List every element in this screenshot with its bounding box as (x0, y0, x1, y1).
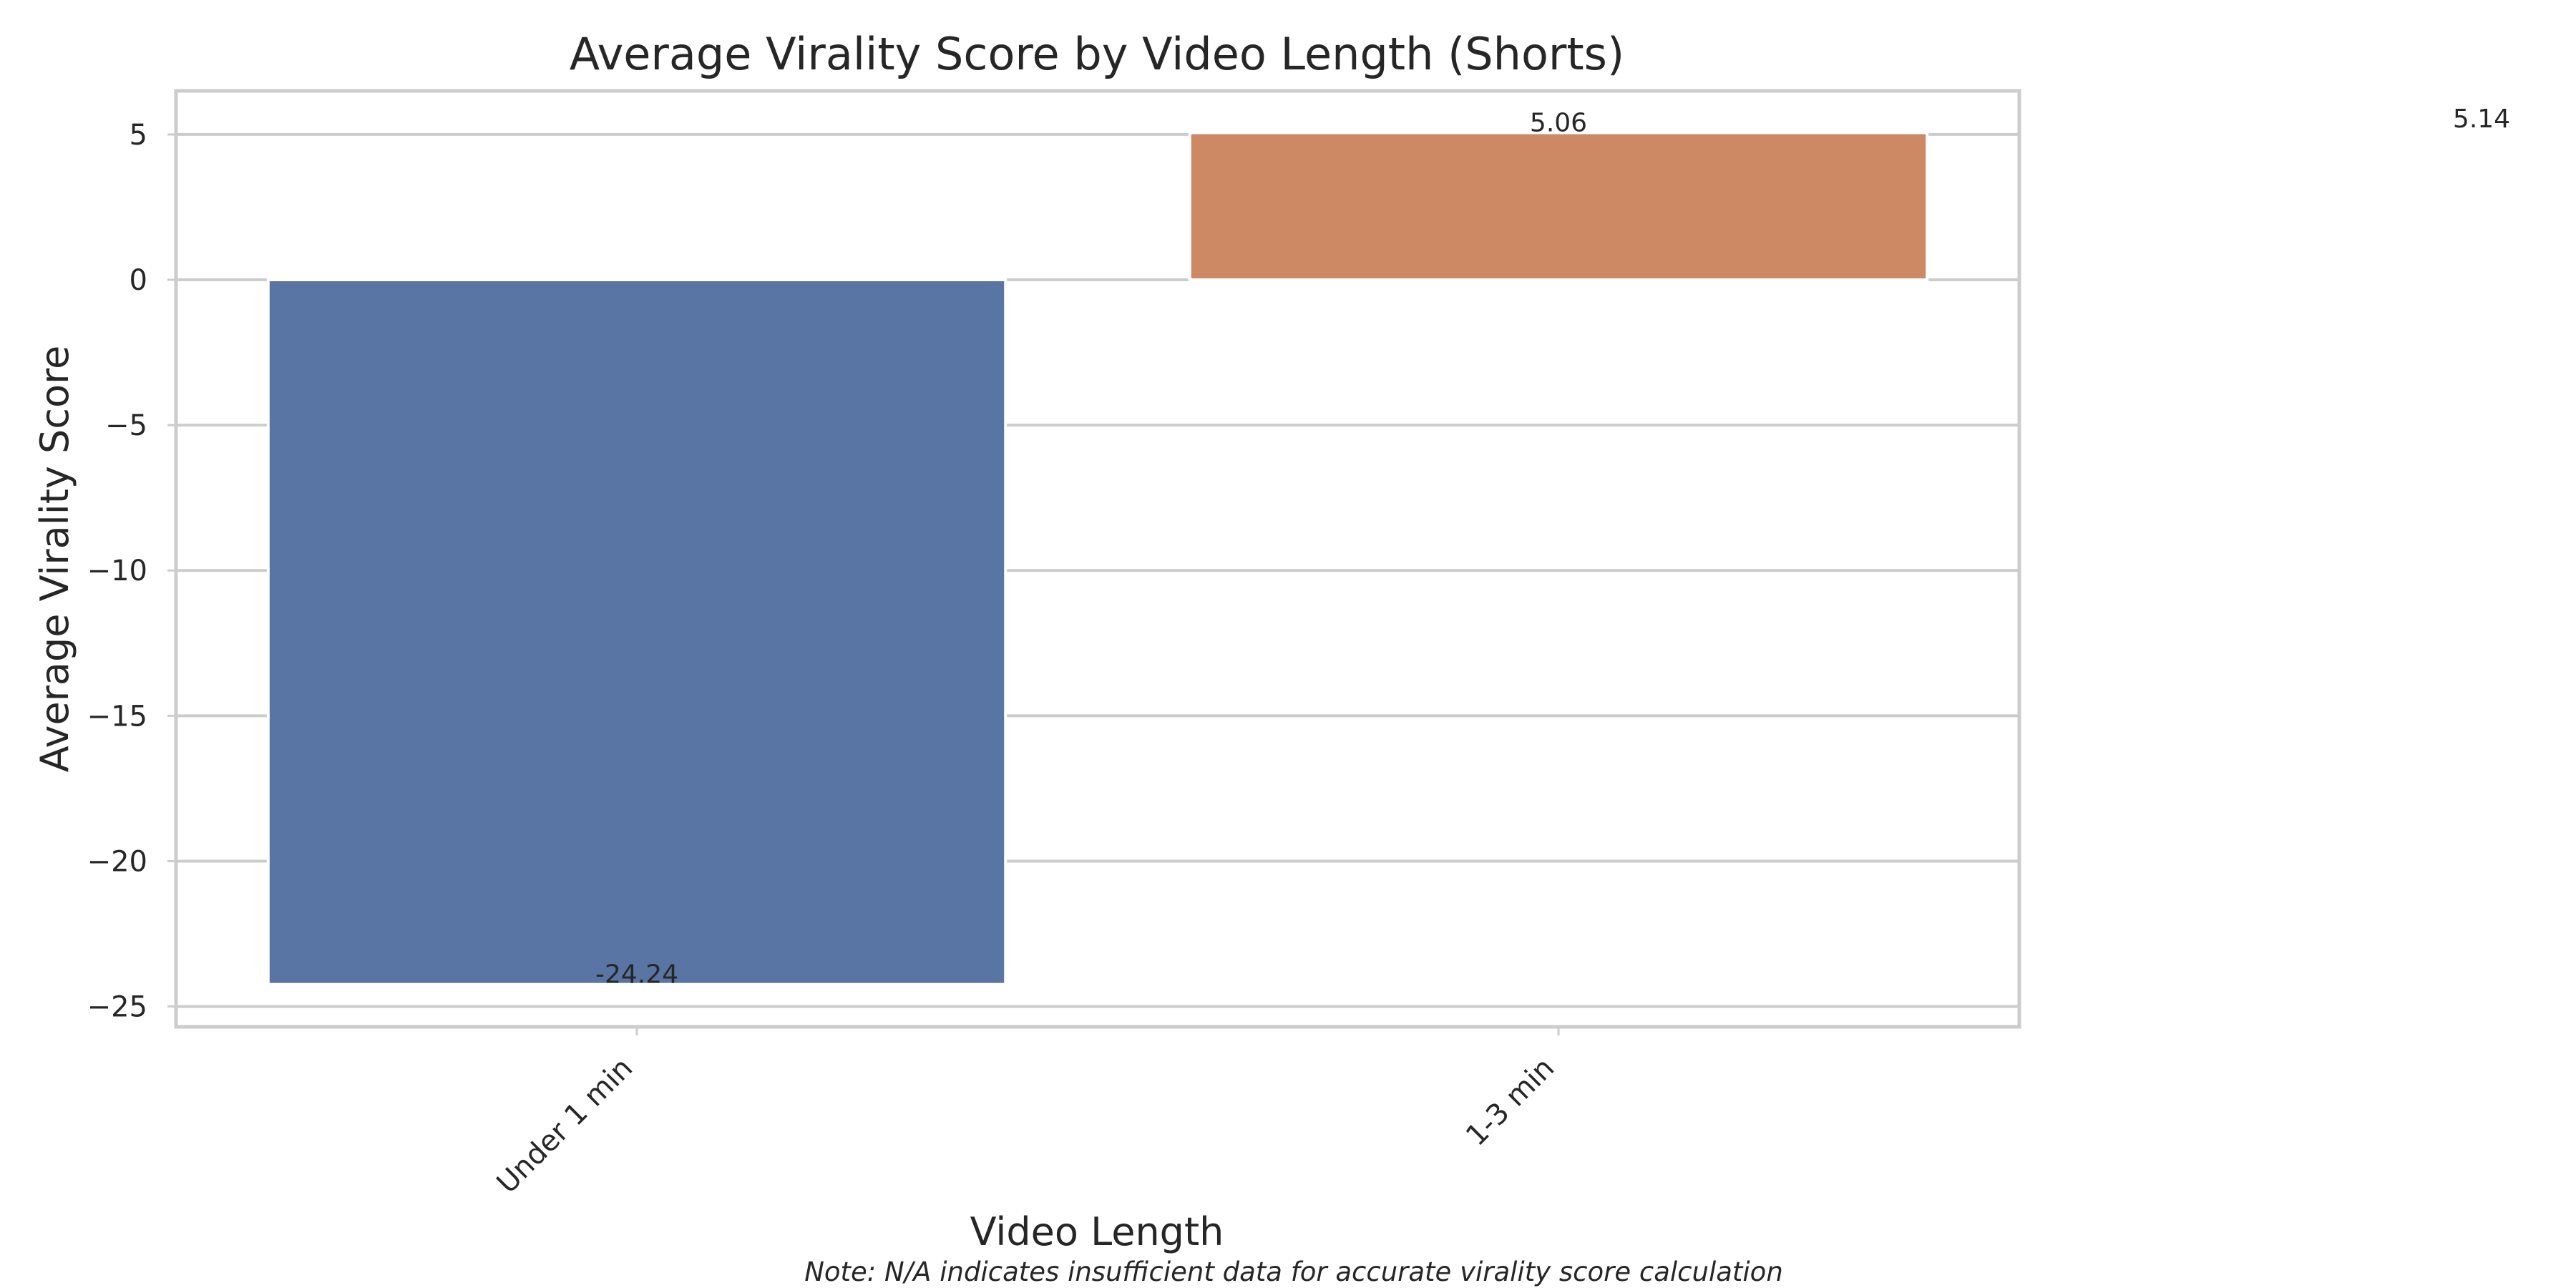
y-axis-label: Average Virality Score (32, 346, 77, 773)
data-labels: -24.24 5.06 (595, 108, 1587, 989)
data-label: -24.24 (595, 960, 678, 990)
data-label: 5.06 (1530, 108, 1587, 137)
chart-title: Average Virality Score by Video Length (… (570, 28, 1624, 80)
y-tick-label: −25 (87, 991, 147, 1024)
bar (266, 278, 1008, 986)
bar (1188, 131, 1929, 282)
x-axis-label: Video Length (970, 1209, 1224, 1254)
x-tick-labels: Under 1 min 1-3 min (491, 1027, 1561, 1200)
y-tick-labels: 5 0 −5 −10 −15 −20 −25 (87, 119, 147, 1024)
footnote: Note: N/A indicates insufficient data fo… (804, 1257, 1783, 1287)
y-tick-label: 5 (130, 119, 147, 152)
y-tick-label: 0 (130, 264, 147, 297)
plot-frame (174, 89, 2021, 1029)
extra-value-label: 5.14 (2453, 104, 2510, 134)
x-tick-label: Under 1 min (491, 1052, 639, 1200)
y-tick-label: −20 (87, 845, 147, 878)
bars (266, 131, 1929, 986)
y-tick-label: −10 (87, 555, 147, 587)
x-tick-label: 1-3 min (1460, 1052, 1561, 1153)
y-tick-label: −5 (105, 409, 147, 442)
y-tick-label: −15 (87, 700, 147, 733)
